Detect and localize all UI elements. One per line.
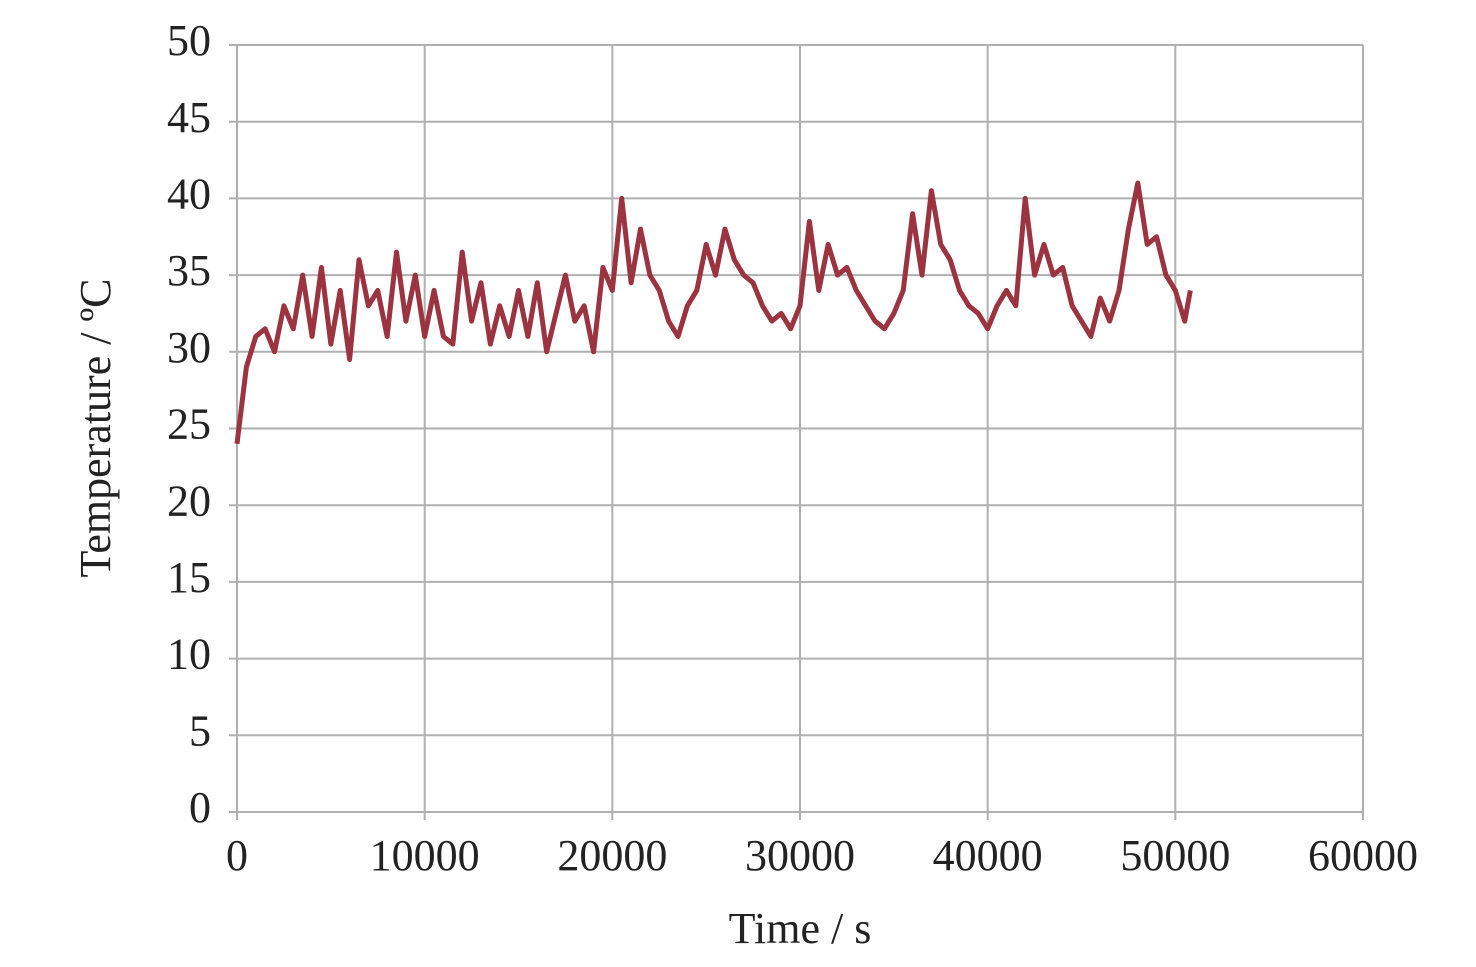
x-tick-label: 40000 [933,831,1043,880]
y-tick-label: 25 [167,400,211,449]
y-tick-label: 15 [167,553,211,602]
x-tick-label: 0 [226,831,248,880]
y-tick-label: 30 [167,323,211,372]
y-axis-title: Temperature / ºC [71,279,120,578]
y-tick-label: 20 [167,476,211,525]
x-tick-label: 60000 [1308,831,1418,880]
y-tick-label: 35 [167,246,211,295]
x-axis-title: Time / s [729,904,872,953]
x-tick-label: 50000 [1120,831,1230,880]
y-tick-label: 50 [167,16,211,65]
line-series [234,180,1193,445]
y-tick-label: 0 [189,783,211,832]
y-tick-label: 40 [167,169,211,218]
x-tick-label: 30000 [745,831,855,880]
x-tick-label: 10000 [370,831,480,880]
y-tick-label: 45 [167,93,211,142]
y-tick-label: 5 [189,706,211,755]
y-tick-label: 10 [167,630,211,679]
x-tick-label: 20000 [557,831,667,880]
